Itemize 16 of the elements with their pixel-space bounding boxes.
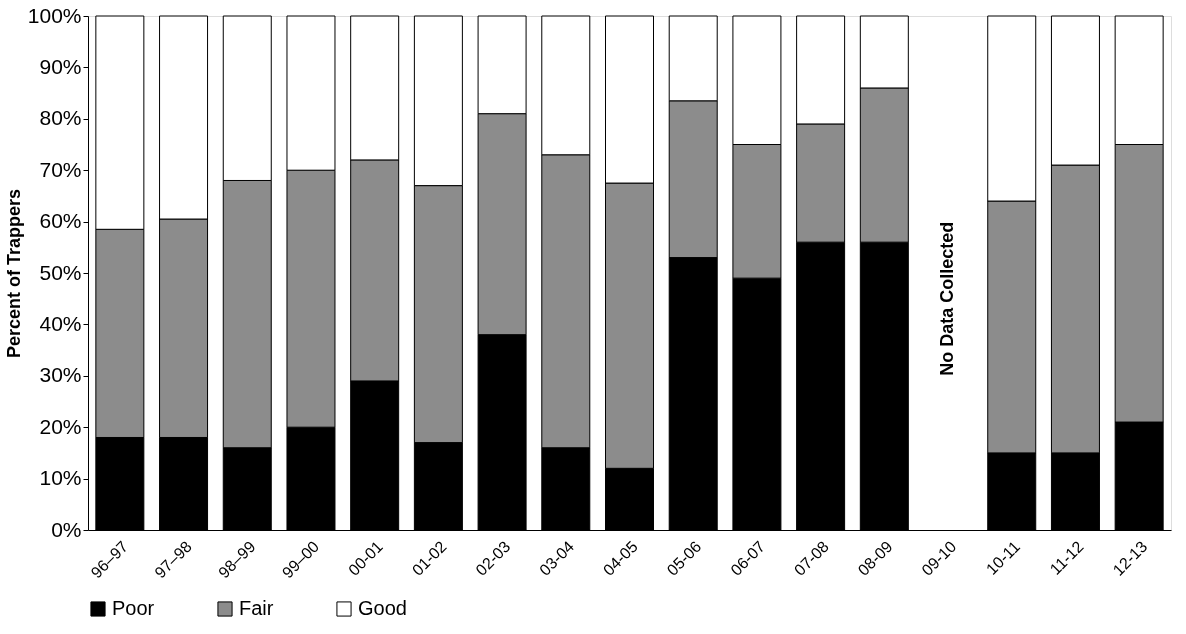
legend-label: Poor — [112, 597, 155, 619]
annotation: No Data Collected — [937, 221, 958, 376]
y-tick-label: 50% — [39, 260, 82, 284]
y-tick-label: 30% — [39, 363, 82, 387]
y-tick-label: 90% — [39, 54, 82, 78]
y-tick-label: 80% — [39, 106, 82, 130]
y-tick-label: 20% — [39, 414, 82, 438]
y-tick-label: 40% — [39, 311, 82, 335]
y-tick-label: 10% — [39, 466, 82, 490]
y-tick-label: 60% — [39, 209, 82, 233]
y-tick-label: 70% — [39, 157, 82, 181]
y-tick-label: 0% — [51, 517, 82, 541]
legend-label: Fair — [239, 597, 274, 619]
y-tick-label: 100% — [27, 3, 82, 27]
legend-label: Good — [358, 597, 407, 619]
y-axis-title: Percent of Trappers — [3, 188, 24, 359]
